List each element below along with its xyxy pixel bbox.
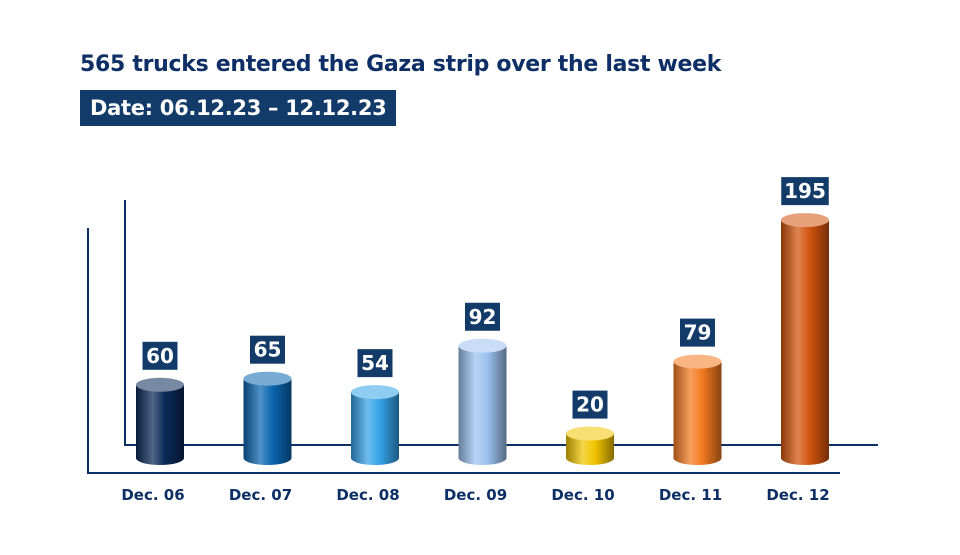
bars <box>136 213 829 465</box>
bar-dec-11 <box>673 354 722 465</box>
bar-dec-06 <box>136 377 184 465</box>
bar-body <box>566 433 614 465</box>
value-label-box <box>781 177 829 206</box>
bar-dec-08 <box>351 385 399 465</box>
value-label-text: 79 <box>684 321 712 345</box>
bar-body <box>351 392 399 465</box>
chart-title: 565 trucks entered the Gaza strip over t… <box>80 52 722 77</box>
front-axis <box>87 228 840 474</box>
bar-top <box>243 371 292 386</box>
bar-body <box>673 361 722 465</box>
axes <box>87 200 878 474</box>
value-label: 54 <box>357 349 393 378</box>
bar-body <box>458 345 507 465</box>
value-label-box <box>357 349 393 378</box>
x-axis-labels: Dec. 06 Dec. 07 Dec. 08 Dec. 09 Dec. 10 Dec. … <box>121 486 829 504</box>
x-tick-label: Dec. 10 <box>551 486 614 504</box>
value-label-text: 195 <box>784 179 826 203</box>
bar-body <box>136 384 184 465</box>
bar-body <box>243 378 292 465</box>
bar-top <box>673 354 722 369</box>
value-label-text: 60 <box>146 344 174 368</box>
x-tick-label: Dec. 09 <box>444 486 507 504</box>
bar-dec-12 <box>781 213 829 465</box>
x-tick-label: Dec. 06 <box>121 486 184 504</box>
value-label: 65 <box>250 335 285 364</box>
value-label-box <box>250 335 285 364</box>
value-label: 92 <box>465 302 500 331</box>
value-label: 195 <box>781 177 829 206</box>
bar-top <box>458 338 507 353</box>
bar-top <box>136 377 184 392</box>
bar-dec-10 <box>566 426 614 465</box>
bar-top <box>566 426 614 441</box>
value-label-text: 20 <box>576 393 604 417</box>
x-tick-label: Dec. 07 <box>229 486 292 504</box>
value-label: 79 <box>680 318 715 347</box>
value-label-box <box>142 341 178 370</box>
value-label-text: 92 <box>469 305 497 329</box>
x-tick-label: Dec. 08 <box>336 486 399 504</box>
bar-dec-09 <box>458 338 507 465</box>
date-range-badge: Date: 06.12.23 – 12.12.23 <box>80 90 397 126</box>
value-label: 60 <box>142 341 178 370</box>
value-label-box <box>572 390 608 419</box>
value-label-box <box>680 318 715 347</box>
value-label-text: 54 <box>361 351 389 375</box>
value-labels: 60 65 54 92 20 79 195 <box>142 177 829 419</box>
x-tick-label: Dec. 11 <box>659 486 722 504</box>
bar-top <box>781 213 829 228</box>
x-tick-label: Dec. 12 <box>766 486 829 504</box>
value-label-text: 65 <box>254 338 282 362</box>
bar-body <box>781 220 829 465</box>
value-label-box <box>465 302 500 331</box>
bar-dec-07 <box>243 371 292 465</box>
value-label: 20 <box>572 390 608 419</box>
back-axis <box>124 200 878 446</box>
bar-top <box>351 385 399 400</box>
